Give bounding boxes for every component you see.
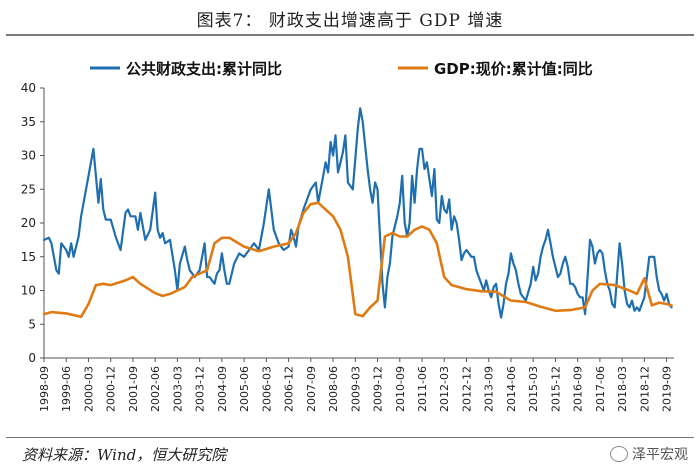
x-tick-label: 2000-12 xyxy=(105,366,118,412)
y-tick-label: 40 xyxy=(21,81,36,95)
x-tick-label: 2019-09 xyxy=(661,366,674,412)
y-tick-label: 15 xyxy=(21,250,36,264)
x-tick-label: 2008-06 xyxy=(327,366,340,412)
watermark: 泽平宏观 xyxy=(610,444,688,464)
line-chart: 公共财政支出:累计同比 GDP:现价:累计值:同比 0 5 10 15 20 25 30 35… xyxy=(21,60,674,412)
chart-legend: 公共财政支出:累计同比 GDP:现价:累计值:同比 xyxy=(90,60,593,78)
x-tick-label: 2011-06 xyxy=(416,366,429,412)
x-tick-label: 2017-06 xyxy=(594,366,607,412)
y-tick-label: 30 xyxy=(21,149,36,163)
y-tick-label: 5 xyxy=(28,317,36,331)
x-tick-label: 1999-06 xyxy=(60,366,73,412)
x-tick-label: 2006-12 xyxy=(283,366,296,412)
x-tick-label: 2018-12 xyxy=(638,366,651,412)
x-tick-label: 2010-09 xyxy=(394,366,407,412)
x-tick-label: 2002-06 xyxy=(149,366,162,412)
wechat-icon xyxy=(610,446,628,462)
x-tick-label: 2003-03 xyxy=(171,366,184,412)
x-tick-label: 2012-12 xyxy=(460,366,473,412)
source-divider xyxy=(6,437,694,438)
figure-title: 图表7： 财政支出增速高于 GDP 增速 xyxy=(196,11,504,31)
y-tick-label: 20 xyxy=(21,216,36,230)
x-tick-label: 1998-09 xyxy=(38,366,51,412)
y-tick-label: 25 xyxy=(21,182,36,196)
x-tick-label: 2003-12 xyxy=(194,366,207,412)
chart-series xyxy=(42,107,673,319)
x-tick-label: 2004-09 xyxy=(216,366,229,412)
legend-label-fiscal-expenditure: 公共财政支出:累计同比 xyxy=(126,60,282,78)
title-divider xyxy=(6,34,694,36)
x-tick-label: 2009-03 xyxy=(349,366,362,412)
y-tick-label: 10 xyxy=(21,284,36,298)
x-tick-label: 2013-09 xyxy=(483,366,496,412)
x-tick-label: 2005-06 xyxy=(238,366,251,412)
legend-label-gdp-growth: GDP:现价:累计值:同比 xyxy=(434,60,593,78)
x-tick-label: 2000-03 xyxy=(82,366,95,412)
watermark-text: 泽平宏观 xyxy=(632,447,688,463)
x-tick-label: 2009-12 xyxy=(372,366,385,412)
x-tick-label: 2007-09 xyxy=(305,366,318,412)
x-tick-label: 2018-03 xyxy=(616,366,629,412)
x-tick-label: 2014-06 xyxy=(505,366,518,412)
series-line-fiscal-expenditure xyxy=(42,107,673,319)
x-tick-label: 2012-03 xyxy=(438,366,451,412)
y-tick-label: 35 xyxy=(21,115,36,129)
x-tick-label: 2016-09 xyxy=(572,366,585,412)
x-tick-label: 2006-03 xyxy=(260,366,273,412)
series-line-gdp-growth xyxy=(42,201,673,319)
chart-axes: 0 5 10 15 20 25 30 35 40 1998-09 1999-06 2000-03 200… xyxy=(21,81,674,412)
x-tick-label: 2015-03 xyxy=(527,366,540,412)
y-tick-label: 0 xyxy=(28,351,36,365)
x-tick-label: 2001-09 xyxy=(127,366,140,412)
source-note: 资料来源：Wind，恒大研究院 xyxy=(22,446,227,464)
x-tick-label: 2015-12 xyxy=(549,366,562,412)
